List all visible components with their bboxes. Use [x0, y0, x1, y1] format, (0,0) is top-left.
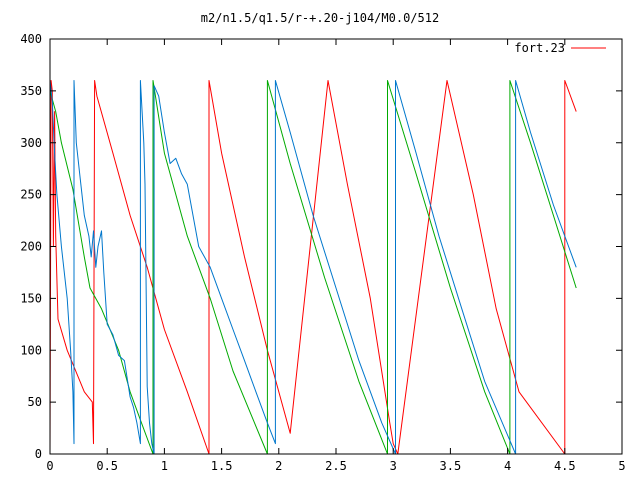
series-line-1: [49, 80, 577, 455]
legend: fort.23: [514, 41, 606, 55]
x-tick-label: 3: [390, 459, 397, 473]
y-tick-label: 300: [20, 136, 42, 150]
x-tick-label: 3.5: [440, 459, 462, 473]
series-line-2: [49, 80, 577, 455]
x-tick-label: 5: [618, 459, 625, 473]
x-tick-label: 4.5: [554, 459, 576, 473]
x-tick-label: 1.5: [211, 459, 233, 473]
x-tick-label: 2.5: [325, 459, 347, 473]
y-tick-label: 200: [20, 240, 42, 254]
y-tick-label: 0: [35, 447, 42, 461]
x-tick-label: 4: [504, 459, 511, 473]
y-tick-label: 100: [20, 343, 42, 357]
tick-layer: 0 0.5 1 1.5 2 2.5 3 3.5 4 4.5 50501001502002503003…: [20, 32, 625, 473]
x-tick-label: 0.5: [96, 459, 118, 473]
series-line-3: [49, 80, 577, 455]
y-tick-label: 250: [20, 188, 42, 202]
x-tick-label: 1: [161, 459, 168, 473]
plot-frame: [49, 38, 623, 455]
x-tick-label: 0: [46, 459, 53, 473]
y-tick-label: 350: [20, 84, 42, 98]
x-tick-label: 2: [275, 459, 282, 473]
y-tick-label: 150: [20, 291, 42, 305]
legend-label: fort.23: [514, 41, 565, 55]
series-layer: [49, 80, 577, 455]
chart-title: m2/n1.5/q1.5/r-+.20-j104/M0.0/512: [201, 11, 439, 25]
y-tick-label: 400: [20, 32, 42, 46]
y-tick-label: 50: [28, 395, 42, 409]
